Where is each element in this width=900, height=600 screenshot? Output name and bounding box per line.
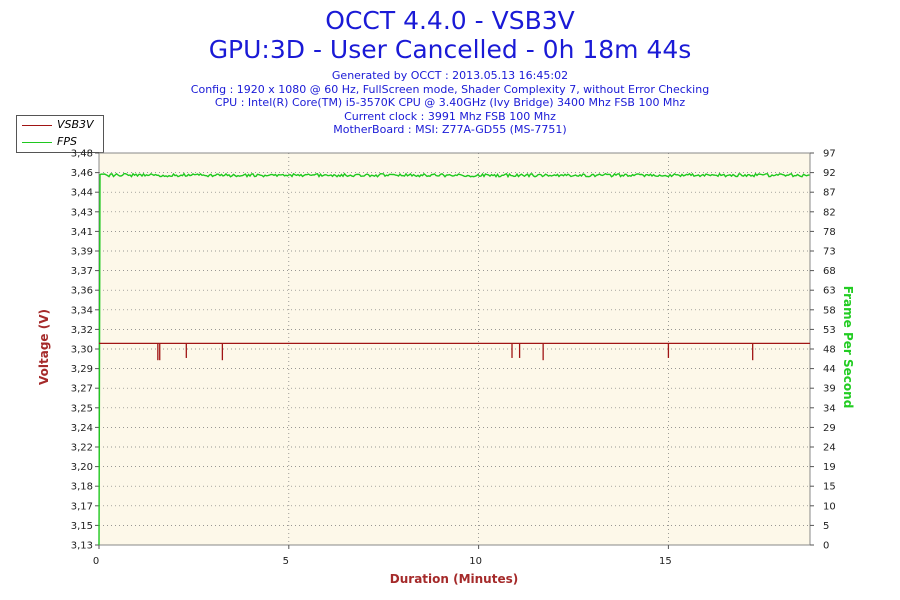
y-tick-label-right: 53 <box>823 325 836 336</box>
y-tick-label-right: 29 <box>823 423 836 434</box>
y-tick-label-right: 82 <box>823 207 836 218</box>
legend-swatch-vsb3v <box>22 125 52 126</box>
info-cpu: CPU : Intel(R) Core(TM) i5-3570K CPU @ 3… <box>214 96 686 109</box>
y-tick-label-right: 58 <box>823 305 836 316</box>
info-motherboard: MotherBoard : MSI: Z77A-GD55 (MS-7751) <box>333 123 567 136</box>
chart-subtitle: GPU:3D - User Cancelled - 0h 18m 44s <box>208 35 692 64</box>
y-tick-label-right: 34 <box>823 403 836 414</box>
y-tick-label-left: 3,36 <box>71 286 93 297</box>
fps-line <box>98 172 810 546</box>
y-tick-label-left: 3,24 <box>71 423 93 434</box>
y-axis-label-left: Voltage (V) <box>37 309 51 385</box>
y-tick-label-right: 78 <box>823 227 836 238</box>
y-tick-label-left: 3,43 <box>71 207 93 218</box>
x-axis-label: Duration (Minutes) <box>389 572 519 586</box>
info-generated: Generated by OCCT : 2013.05.13 16:45:02 <box>331 69 569 82</box>
y-tick-label-left: 3,20 <box>71 462 93 473</box>
y-tick-label-left: 3,34 <box>71 305 93 316</box>
y-tick-label-left: 3,44 <box>71 188 93 199</box>
x-tick-label: 5 <box>283 556 289 567</box>
y-tick-label-right: 15 <box>823 482 836 493</box>
y-tick-label-right: 92 <box>823 168 836 179</box>
chart-title: OCCT 4.4.0 - VSB3V <box>325 6 575 35</box>
y-tick-label-right: 5 <box>823 521 829 532</box>
y-tick-label-left: 3,48 <box>71 149 93 160</box>
y-tick-label-left: 3,13 <box>71 541 93 552</box>
y-tick-label-right: 48 <box>823 345 836 356</box>
x-tick-label: 0 <box>93 556 99 567</box>
y-tick-label-right: 19 <box>823 462 836 473</box>
y-axis-label-right: Frame Per Second <box>841 285 855 409</box>
y-tick-label-left: 3,27 <box>71 384 93 395</box>
legend-item-fps: FPS <box>17 134 103 150</box>
y-tick-label-left: 3,22 <box>71 443 93 454</box>
y-tick-label-right: 10 <box>823 501 836 512</box>
y-tick-label-left: 3,17 <box>71 501 93 512</box>
y-tick-label-left: 3,18 <box>71 482 93 493</box>
y-tick-label-right: 97 <box>823 149 836 160</box>
y-tick-label-left: 3,37 <box>71 266 93 277</box>
y-tick-label-right: 39 <box>823 384 836 395</box>
y-tick-label-left: 3,39 <box>71 247 93 258</box>
y-tick-label-left: 3,25 <box>71 403 93 414</box>
y-tick-label-right: 87 <box>823 188 836 199</box>
legend-swatch-fps <box>22 142 52 143</box>
y-tick-label-left: 3,46 <box>71 168 93 179</box>
y-tick-label-left: 3,29 <box>71 364 93 375</box>
y-tick-label-right: 0 <box>823 541 829 552</box>
y-tick-label-left: 3,41 <box>71 227 93 238</box>
y-tick-label-right: 68 <box>823 266 836 277</box>
x-tick-label: 15 <box>659 556 672 567</box>
y-tick-label-right: 73 <box>823 247 836 258</box>
y-tick-label-left: 3,15 <box>71 521 93 532</box>
legend-label-fps: FPS <box>57 135 77 148</box>
chart-info: Generated by OCCT : 2013.05.13 16:45:02 … <box>0 69 900 137</box>
y-tick-label-left: 3,32 <box>71 325 93 336</box>
legend-label-vsb3v: VSB3V <box>57 118 94 131</box>
y-tick-label-left: 3,30 <box>71 345 93 356</box>
legend-item-vsb3v: VSB3V <box>17 117 103 133</box>
info-clock: Current clock : 3991 Mhz FSB 100 Mhz <box>344 109 556 123</box>
y-tick-label-right: 24 <box>823 443 836 454</box>
y-tick-label-right: 44 <box>823 364 836 375</box>
y-tick-label-right: 63 <box>823 286 836 297</box>
info-config: Config : 1920 x 1080 @ 60 Hz, FullScreen… <box>190 82 710 96</box>
chart-legend: VSB3V FPS <box>16 115 104 153</box>
x-tick-label: 10 <box>469 556 482 567</box>
